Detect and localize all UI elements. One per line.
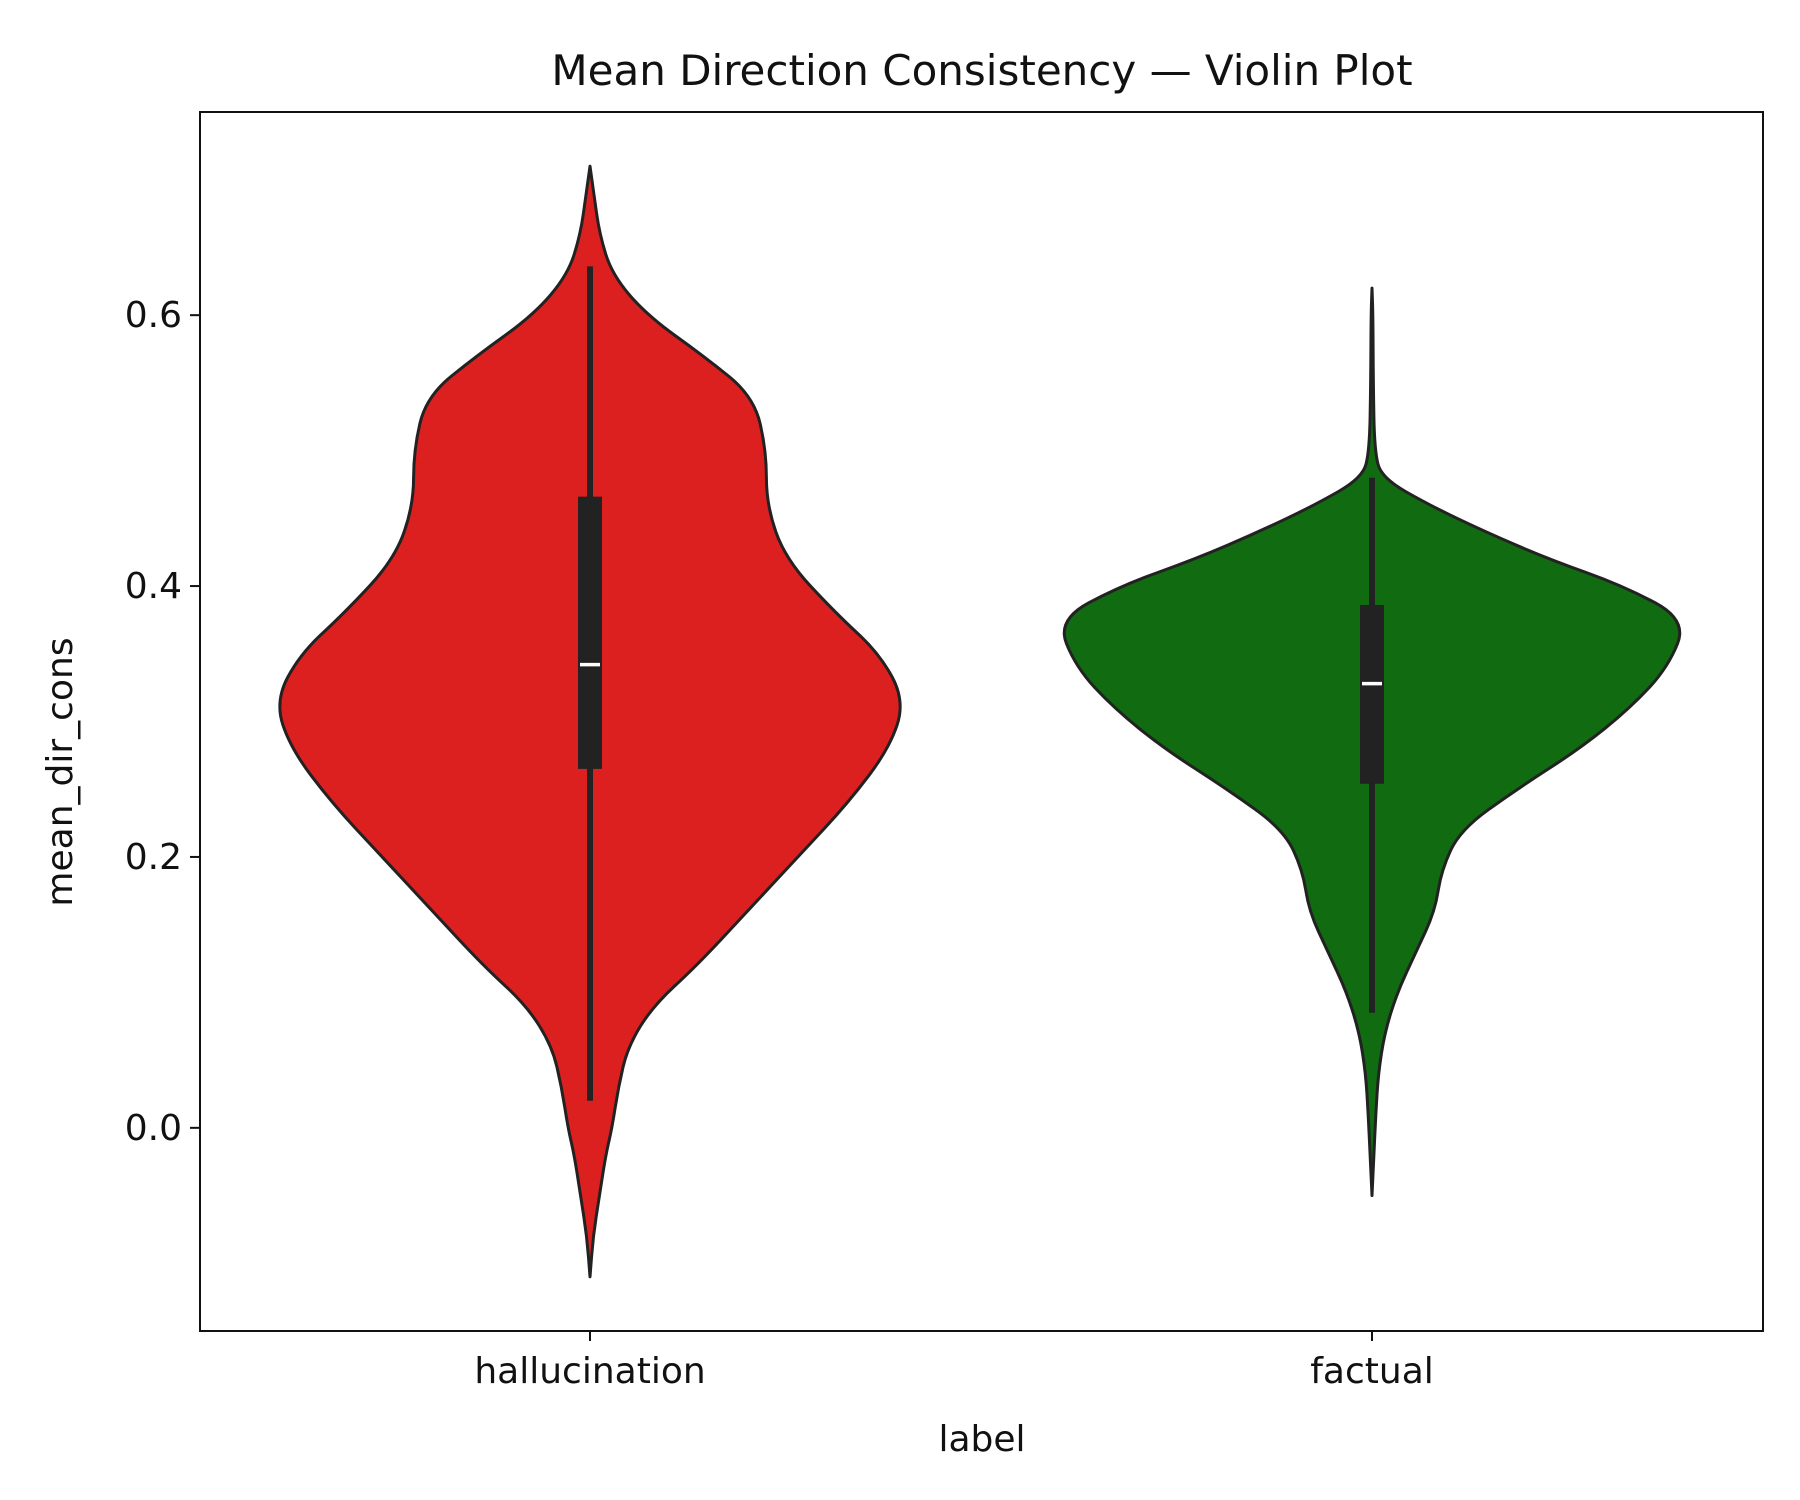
x-axis-label: label	[938, 1419, 1025, 1460]
iqr-box-hallucination	[578, 496, 602, 769]
chart-title: Mean Direction Consistency — Violin Plot	[551, 46, 1412, 95]
x-tick-label-factual: factual	[1310, 1351, 1434, 1392]
x-tick-label-hallucination: hallucination	[474, 1351, 705, 1392]
iqr-box-factual	[1360, 605, 1384, 784]
plot-frame	[199, 111, 1764, 1332]
y-tick-label: 0.2	[125, 837, 182, 878]
y-tick-label: 0.6	[125, 295, 182, 336]
plot-area: 0.0 0.2 0.4 0.6 hallucination factual	[125, 111, 1764, 1392]
y-axis-label: mean_dir_cons	[40, 637, 81, 906]
y-tick-label: 0.4	[125, 566, 182, 607]
y-tick-label: 0.0	[125, 1108, 182, 1149]
